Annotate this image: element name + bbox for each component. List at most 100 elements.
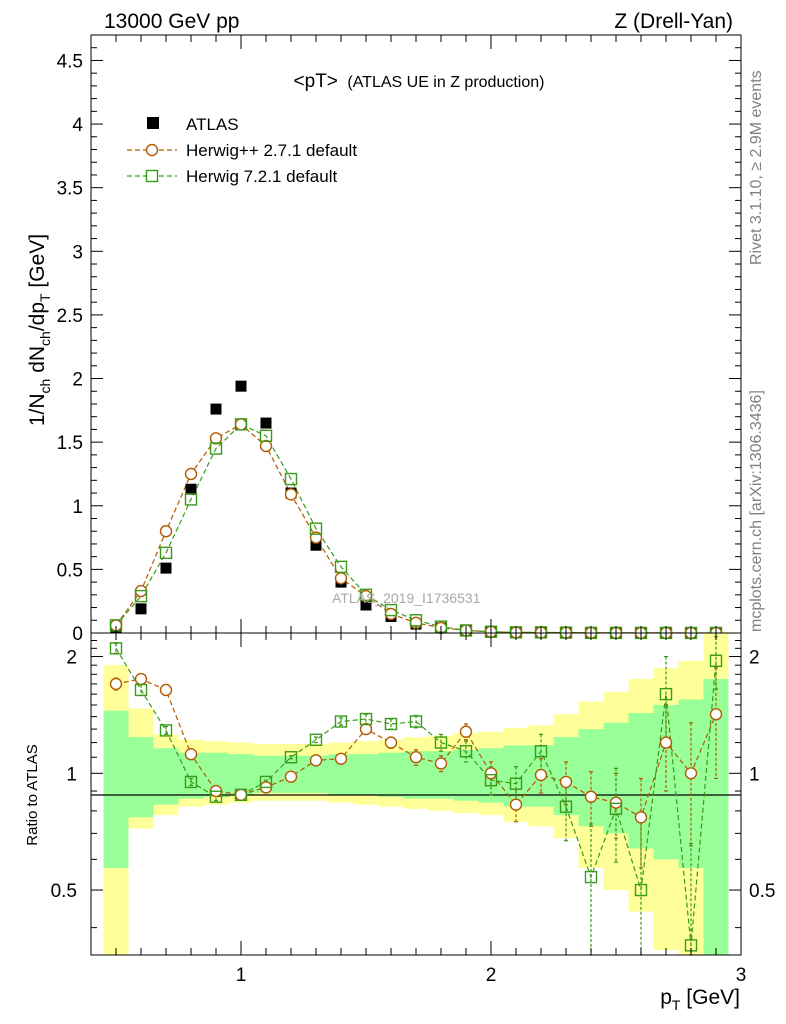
- main-ytick-label: 4.5: [57, 51, 83, 72]
- ratio-ytick-label-right: 2: [749, 648, 760, 669]
- herwig7-point: [359, 588, 373, 602]
- herwigpp-ratio-point: [409, 751, 423, 764]
- herwigpp-point: [384, 607, 398, 621]
- herwig7-ratio-point: [659, 687, 673, 701]
- atlas-point: [210, 403, 222, 415]
- atlas-point: [360, 599, 372, 611]
- herwigpp-ratio-point: [284, 770, 298, 783]
- ratio-y-axis: 0.5 0.5 1 1 2 2: [51, 639, 775, 929]
- x-axis-label: pT [GeV]: [660, 986, 740, 1013]
- main-ytick-label: 2.5: [57, 306, 83, 327]
- herwigpp-point: [209, 432, 223, 445]
- band-inner: [603, 722, 629, 834]
- main-ytick-label: 3.5: [57, 179, 83, 200]
- title-main: <pT>: [294, 71, 338, 92]
- herwig7-ratio-point: [634, 883, 648, 897]
- herwigpp-ratio-point: [384, 736, 398, 749]
- legend-herwigpp-marker: [145, 143, 159, 157]
- herwigpp-ratio-point: [109, 677, 123, 691]
- atlas-point: [160, 562, 172, 574]
- ratio-panel: 0.5 0.5 1 1 2 2 1 2 3 Ratio to ATLAS pT [GeV]: [24, 632, 775, 1013]
- herwigpp-ratio-point: [709, 708, 723, 721]
- herwig7-point: [159, 546, 173, 560]
- herwigpp-ratio-point: [334, 752, 348, 765]
- rivet-version-label: Rivet 3.1.10, ≥ 2.9M events: [748, 70, 765, 265]
- legend-atlas-marker: [147, 117, 159, 129]
- herwigpp-point: [284, 488, 298, 501]
- ylabel-part-0: 1/N: [26, 393, 49, 426]
- herwigpp-point: [184, 467, 198, 481]
- herwigpp-ratio-point: [184, 748, 198, 761]
- ylabel-part-6: [GeV]: [26, 234, 49, 294]
- band-inner: [103, 710, 129, 868]
- watermark: ATLAS_2019_I1736531: [332, 590, 481, 606]
- main-ytick-label: 4: [72, 115, 83, 136]
- herwigpp-ratio-point: [159, 683, 173, 697]
- herwig7-ratio-point: [209, 790, 223, 803]
- main-ytick-label: 0.5: [57, 560, 83, 581]
- herwig7-ratio-point: [284, 751, 298, 764]
- ratio-ytick-label-right: 1: [749, 764, 760, 785]
- herwig7-ratio-point: [484, 773, 498, 787]
- atlas-point: [235, 380, 247, 392]
- herwig7-ratio-point: [384, 717, 398, 731]
- herwig7-ratio-point: [534, 745, 548, 758]
- herwig7-ratio-point: [334, 715, 348, 728]
- herwig7-point: [309, 522, 323, 535]
- legend-herwigpp-label: Herwig++ 2.7.1 default: [186, 141, 357, 160]
- ratio-xtick-label: 3: [736, 965, 747, 986]
- herwig7-ratio-point: [359, 712, 373, 726]
- herwig7-ratio-point: [409, 715, 423, 728]
- ratio-x-axis: 1 2 3: [115, 633, 747, 986]
- main-ytick-label: 2: [72, 370, 83, 391]
- header-right-title: Z (Drell-Yan): [614, 10, 733, 33]
- herwig7-ratio-point: [234, 788, 248, 802]
- herwig7-ratio-point: [584, 870, 598, 884]
- ratio-xtick-label: 1: [236, 965, 247, 986]
- atlas-point: [310, 539, 322, 551]
- band-inner: [153, 748, 179, 805]
- band-inner: [353, 754, 379, 795]
- ylabel-part-3: ch: [37, 331, 53, 346]
- herwig7-ratio-point: [509, 777, 523, 790]
- atlas-point: [185, 483, 197, 495]
- main-title: <pT> (ATLAS UE in Z production): [294, 71, 545, 92]
- ratio-bands: [103, 633, 729, 955]
- herwigpp-ratio-point: [359, 722, 373, 736]
- main-panel: 0 0.5 1 1.5 2 2.5 3 3.5 4 4.5 ATLAS_2019_I1736531…: [26, 34, 742, 645]
- band-inner: [128, 737, 154, 818]
- legend-herwig7-marker: [145, 169, 159, 183]
- herwig7-point: [259, 429, 273, 442]
- herwigpp-point: [159, 525, 173, 538]
- herwigpp-ratio-point: [459, 725, 473, 738]
- ratio-ytick-label: 2: [66, 648, 77, 669]
- herwigpp-point: [234, 418, 248, 431]
- main-x-ticks: [115, 35, 742, 633]
- herwig7-ratio-point: [109, 642, 123, 655]
- herwig7-ratio-point: [309, 733, 323, 746]
- legend: ATLAS Herwig++ 2.7.1 default Herwig 7.2.…: [127, 115, 357, 186]
- main-ytick-label: 0: [72, 624, 83, 645]
- main-y-axis: 0 0.5 1 1.5 2 2.5 3 3.5 4 4.5: [57, 34, 741, 645]
- main-ytick-label: 1: [72, 497, 83, 518]
- herwig7-ratio-point: [609, 802, 623, 815]
- herwig7-point: [409, 614, 423, 627]
- ylabel-part-1: ch: [37, 379, 53, 394]
- herwigpp-ratio-point: [559, 775, 573, 789]
- title-sub: (ATLAS UE in Z production): [347, 74, 544, 91]
- herwigpp-ratio-point: [434, 757, 448, 770]
- ylabel-part-5: T: [37, 293, 53, 302]
- herwigpp-point: [334, 572, 348, 585]
- ratio-ytick-label: 0.5: [51, 881, 77, 902]
- herwig7-point: [334, 560, 348, 574]
- herwig7-point: [209, 442, 223, 455]
- ylabel-part-2: dN: [26, 346, 49, 379]
- herwig7-ratio-point: [459, 745, 473, 758]
- legend-atlas-label: ATLAS: [186, 115, 239, 134]
- herwig7-ratio-point: [159, 724, 173, 737]
- herwig7-point: [384, 603, 398, 617]
- herwigpp-ratio-point: [584, 790, 598, 803]
- main-y-label: 1/Nch dNch/dpT [GeV]: [26, 234, 53, 426]
- legend-herwig7-label: Herwig 7.2.1 default: [186, 167, 337, 186]
- herwig7-ratio-point: [184, 775, 198, 789]
